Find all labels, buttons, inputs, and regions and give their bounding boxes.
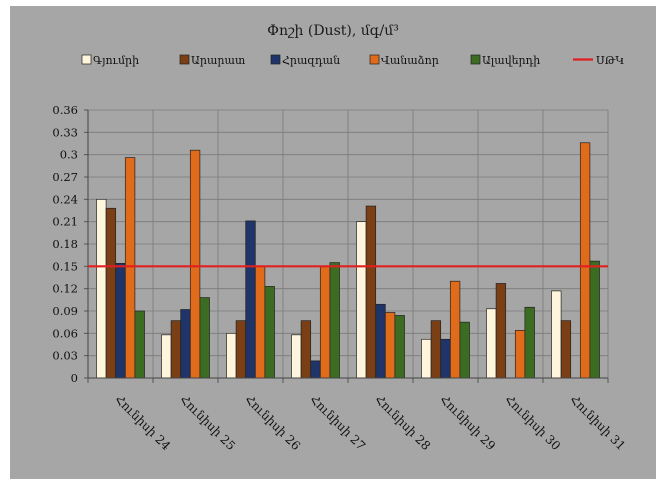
bar-5-6 (459, 321, 470, 379)
bar-5-2 (199, 297, 210, 379)
y-tick-label: 0.3 (60, 148, 78, 162)
y-tick-label: 0.15 (52, 259, 78, 273)
y-tick-label: 0 (71, 371, 78, 385)
bar-1-3 (226, 332, 237, 379)
y-tick-label: 0.21 (52, 215, 78, 229)
legend: Գյումրի Արարատ Հրազդան Վանաձոր Ալավերդի ՍԹԿ (81, 54, 624, 67)
bar-1-1 (96, 198, 107, 379)
bar-4-7 (514, 330, 526, 379)
legend-label: Հրազդան (282, 54, 340, 67)
legend-label: Արարատ (191, 54, 245, 67)
legend-label: Վանաձոր (381, 54, 439, 67)
bar-4-6 (449, 280, 461, 379)
y-tick-label: 0.27 (52, 170, 78, 184)
y-tick-label: 0.33 (52, 125, 78, 139)
bar-3-4 (310, 360, 321, 379)
bar-1-6 (421, 338, 432, 379)
x-tick-label: Հունիսի 26 (242, 392, 303, 453)
legend-label: Գյումրի (93, 54, 139, 67)
bar-5-3 (264, 286, 275, 379)
bar-3-5 (375, 303, 386, 379)
bar-1-4 (291, 334, 302, 379)
bar-4-1 (124, 157, 136, 379)
y-tick-label: 0.24 (52, 192, 78, 206)
y-tick-label: 0.36 (52, 103, 78, 117)
bar-2-2 (170, 320, 182, 379)
bar-1-7 (486, 308, 497, 379)
legend-label: Ալավերդի (482, 54, 540, 67)
bar-3-6 (440, 338, 451, 379)
y-tick-label: 0.06 (52, 326, 78, 340)
bar-3-3 (245, 220, 256, 379)
chart-title: Փոշի (Dust), մգ/մ³ (267, 23, 399, 39)
bar-1-2 (161, 334, 172, 379)
bar-4-2 (189, 149, 201, 379)
bar-1-8 (551, 290, 562, 379)
chart-area: Փոշի (Dust), մգ/մ³ Գյումրի Արարատ Հրազդան Վ… (10, 6, 656, 479)
bar-2-1 (105, 207, 117, 379)
y-tick-label: 0.03 (52, 349, 78, 363)
x-tick-label: Հունիսի 30 (502, 392, 563, 453)
bar-3-2 (180, 309, 191, 379)
x-tick-label: Հունիսի 25 (177, 392, 238, 453)
bar-2-5 (365, 205, 377, 379)
bar-2-8 (560, 320, 572, 379)
bar-5-5 (394, 315, 405, 379)
x-tick-label: Հունիսի 24 (112, 392, 173, 453)
x-tick-label: Հունիսի 29 (437, 392, 498, 453)
bar-5-1 (134, 310, 145, 379)
plot-area: 0 0.03 0.06 0.09 0.12 0.15 0.18 0.21 0.24 0.27 0.3… (52, 103, 628, 453)
dust-bar-chart: Փոշի (Dust), մգ/մ³ Գյումրի Արարատ Հրազդան Վ… (52, 23, 628, 453)
bar-4-5 (384, 312, 396, 379)
y-tick-label: 0.09 (52, 304, 78, 318)
bar-3-1 (115, 263, 126, 379)
x-tick-label: Հունիսի 27 (307, 392, 368, 453)
bar-4-8 (579, 142, 591, 379)
legend-swatch (470, 54, 481, 65)
legend-swatch (270, 54, 281, 65)
bar-2-6 (430, 320, 442, 379)
bar-4-3 (254, 265, 266, 379)
y-tick-label: 0.12 (52, 282, 78, 296)
bar-5-7 (524, 306, 535, 379)
legend-swatch (81, 54, 92, 65)
bar-5-4 (329, 262, 340, 379)
bar-4-4 (319, 265, 331, 379)
x-tick-label: Հունիսի 31 (567, 392, 628, 453)
legend-swatch (369, 54, 380, 65)
bar-2-3 (235, 320, 247, 379)
y-tick-label: 0.18 (52, 237, 78, 251)
legend-label: ՍԹԿ (596, 54, 624, 67)
x-tick-label: Հունիսի 28 (372, 392, 433, 453)
bar-2-4 (300, 320, 312, 379)
bar-2-7 (495, 283, 507, 379)
bar-1-5 (356, 221, 367, 379)
bar-5-8 (589, 260, 600, 379)
legend-swatch (179, 54, 190, 65)
